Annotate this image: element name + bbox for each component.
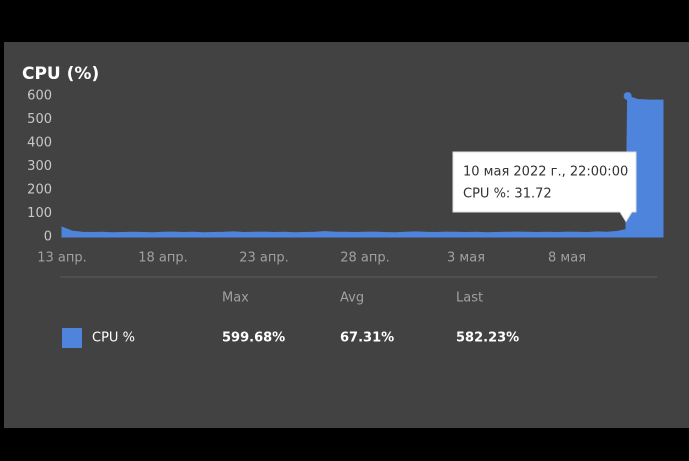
stats-header: Max	[222, 291, 249, 306]
stats-header: Last	[456, 291, 483, 306]
area	[61, 95, 664, 238]
stats-value: 582.23%	[456, 331, 519, 346]
x-tick-label: 18 апр.	[138, 251, 188, 266]
tooltip-box	[452, 151, 637, 223]
y-tick-label: 500	[27, 112, 52, 127]
tooltip-title: 10 мая 2022 г., 22:00:00	[463, 165, 628, 180]
x-tick-label: 3 мая	[447, 251, 485, 266]
y-tick-label: 400	[27, 136, 52, 151]
max-point	[623, 92, 632, 101]
stats-value: 67.31%	[340, 331, 394, 346]
x-tick-label: 23 апр.	[239, 251, 289, 266]
x-tick-label: 8 мая	[548, 251, 586, 266]
chart-title: CPU (%)	[22, 64, 99, 84]
y-tick-label: 600	[27, 89, 52, 104]
y-tick-label: 100	[27, 206, 52, 221]
legend-label: CPU %	[92, 331, 135, 346]
stats-header: Avg	[340, 291, 364, 306]
stats-value: 599.68%	[222, 331, 285, 346]
y-tick-label: 200	[27, 183, 52, 198]
x-tick-label: 13 апр.	[37, 251, 87, 266]
tooltip-text: CPU %: 31.72	[463, 187, 552, 202]
legend-swatch	[62, 328, 82, 348]
x-tick-label: 28 апр.	[340, 251, 390, 266]
y-tick-label: 0	[44, 230, 52, 245]
y-tick-label: 300	[27, 159, 52, 174]
